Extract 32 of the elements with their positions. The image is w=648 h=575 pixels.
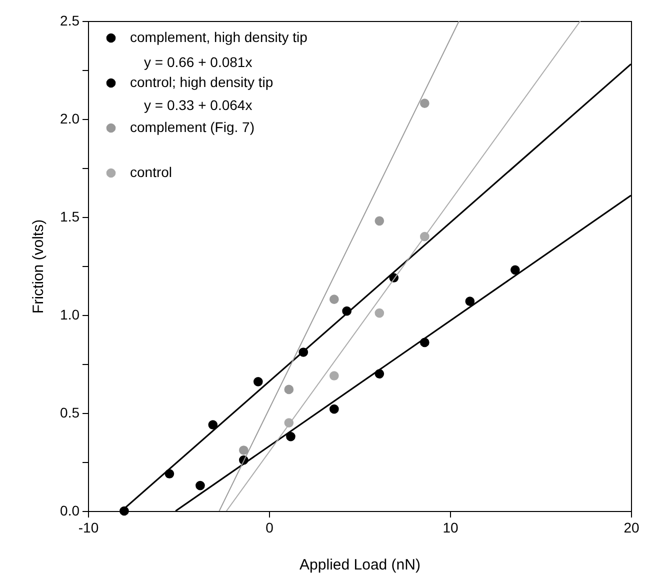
- y-tick-label: 2.5: [60, 12, 80, 28]
- point: [253, 376, 263, 386]
- x-tick-label: 0: [266, 520, 274, 536]
- point: [196, 480, 205, 490]
- legend-label: control: [130, 164, 172, 180]
- point: [510, 265, 520, 275]
- point: [329, 371, 339, 380]
- annotation: y = 0.66 + 0.081x: [144, 54, 252, 70]
- point: [238, 446, 248, 455]
- y-tick-label: 0.0: [60, 502, 80, 518]
- point: [374, 308, 384, 318]
- y-tick-label: 1.5: [60, 208, 80, 224]
- legend-label: complement, high density tip: [130, 29, 308, 45]
- point: [465, 296, 475, 306]
- point: [329, 404, 339, 414]
- point: [286, 432, 296, 442]
- point: [284, 384, 294, 394]
- point: [208, 420, 218, 430]
- point: [420, 98, 430, 108]
- x-axis-title: Applied Load (nN): [300, 556, 420, 574]
- legend-label: complement (Fig. 7): [130, 119, 254, 135]
- annotation: y = 0.33 + 0.064x: [144, 97, 252, 113]
- y-tick-label: 1.0: [60, 306, 80, 322]
- y-axis-title: Friction (volts): [30, 219, 48, 314]
- point: [329, 294, 339, 304]
- x-tick-label: 10: [442, 520, 458, 536]
- y-tick-label: 2.0: [60, 110, 80, 126]
- legend-label: control; high density tip: [130, 74, 274, 90]
- x-tick-label: 20: [624, 520, 640, 536]
- y-tick-label: 0.5: [60, 404, 80, 420]
- x-tick-label: -10: [78, 520, 99, 536]
- point: [374, 216, 384, 226]
